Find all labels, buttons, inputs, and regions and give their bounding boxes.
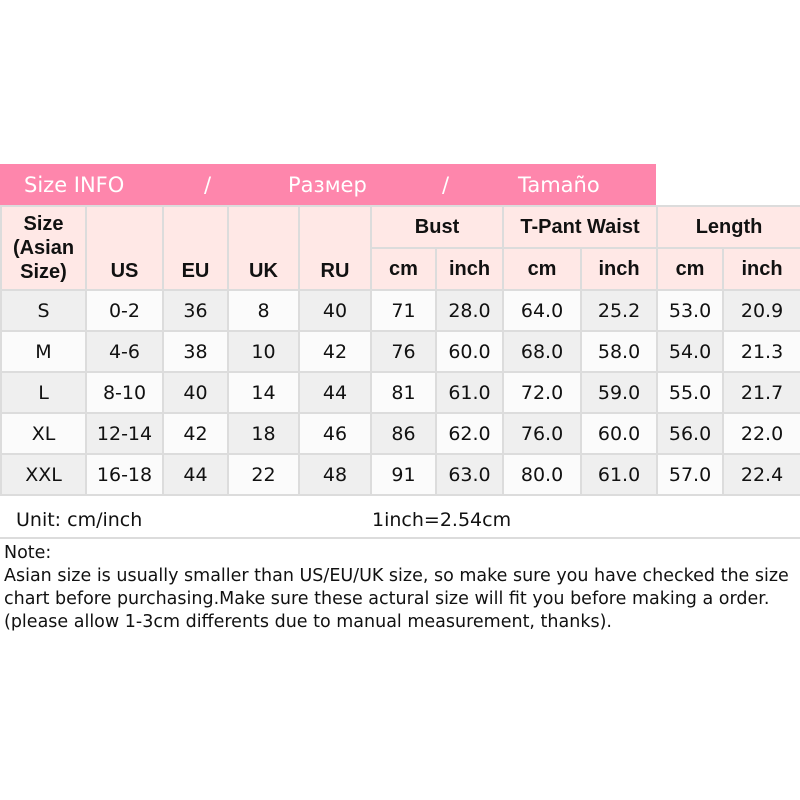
table-cell: 0-2: [85, 289, 164, 332]
table-cell: 36: [162, 289, 229, 332]
header-row: Size (Asian Size) US EU UK RU Bust T-Pan…: [0, 205, 800, 291]
table-cell: M: [0, 330, 87, 373]
table-cell: 81: [370, 371, 437, 414]
table-cell: 80.0: [502, 453, 583, 496]
unit-label: Unit: cm/inch: [16, 509, 143, 531]
table-cell: 44: [298, 371, 372, 414]
table-cell: 61.0: [434, 371, 505, 414]
table-cell: 8: [227, 289, 300, 332]
table-cell: 86: [370, 412, 437, 455]
table-cell: 58.0: [580, 330, 659, 373]
header-us: US: [85, 205, 164, 291]
header-inch: inch: [722, 247, 800, 291]
table-cell: 21.3: [722, 330, 800, 373]
header-cm: cm: [370, 247, 437, 291]
table-cell: 18: [227, 412, 300, 455]
table-cell: 4-6: [85, 330, 164, 373]
table-cell: 22.0: [722, 412, 800, 455]
table-cell: 71: [370, 289, 437, 332]
header-bust: Bust: [369, 205, 505, 249]
table-cell: 8-10: [85, 371, 164, 414]
header-uk: UK: [227, 205, 300, 291]
header-waist: T-Pant Waist: [502, 205, 659, 249]
table-cell: 21.7: [722, 371, 800, 414]
table-cell: 25.2: [580, 289, 659, 332]
table-cell: 42: [298, 330, 372, 373]
table-cell: 60.0: [580, 412, 659, 455]
header-cm: cm: [656, 247, 725, 291]
table-cell: 46: [298, 412, 372, 455]
table-cell: 54.0: [656, 330, 725, 373]
table-cell: 38: [162, 330, 229, 373]
table-cell: 14: [227, 371, 300, 414]
table-cell: 42: [162, 412, 229, 455]
table-cell: 63.0: [434, 453, 505, 496]
note: Note: Asian size is usually smaller than…: [4, 542, 800, 634]
table-cell: 16-18: [85, 453, 164, 496]
table-row: XXL 16-18 44 22 48 91 63.0 80.0 61.0 57.0 22.4: [0, 453, 800, 496]
table-cell: XL: [0, 412, 87, 455]
table-cell: 62.0: [434, 412, 505, 455]
table-cell: 22.4: [722, 453, 800, 496]
table-cell: L: [0, 371, 87, 414]
table-cell: 12-14: [85, 412, 164, 455]
table-row: L 8-10 40 14 44 81 61.0 72.0 59.0 55.0 21.7: [0, 371, 800, 414]
table-cell: 76: [370, 330, 437, 373]
table-cell: 76.0: [502, 412, 583, 455]
header-ru: RU: [298, 205, 372, 291]
table-cell: 56.0: [656, 412, 725, 455]
table-cell: 28.0: [434, 289, 505, 332]
table-cell: 48: [298, 453, 372, 496]
header-cm: cm: [502, 247, 583, 291]
table-cell: XXL: [0, 453, 87, 496]
table-cell: 64.0: [502, 289, 583, 332]
title-en: Size INFO: [24, 173, 125, 197]
table-cell: 72.0: [502, 371, 583, 414]
table-cell: S: [0, 289, 87, 332]
table-row: XL 12-14 42 18 46 86 62.0 76.0 60.0 56.0 22.0: [0, 412, 800, 455]
header-inch: inch: [580, 247, 659, 291]
table-cell: 59.0: [580, 371, 659, 414]
table-cell: 44: [162, 453, 229, 496]
table-cell: 53.0: [656, 289, 725, 332]
subheader-row: cm inch cm inch cm inch: [1, 247, 800, 291]
title-sep-1: /: [204, 173, 212, 197]
header-size: Size (Asian Size): [0, 205, 87, 291]
table-cell: 60.0: [434, 330, 505, 373]
size-table: Size (Asian Size) US EU UK RU Bust T-Pan…: [0, 205, 800, 496]
size-chart-title-bar: Size INFO / Размер / Tamaño: [0, 164, 656, 205]
conversion-label: 1inch=2.54cm: [372, 509, 512, 531]
title-es: Tamaño: [518, 173, 600, 197]
note-label: Note:: [4, 543, 52, 563]
table-cell: 22: [227, 453, 300, 496]
table-row: M 4-6 38 10 42 76 60.0 68.0 58.0 54.0 21.3: [0, 330, 800, 373]
table-row: S 0-2 36 8 40 71 28.0 64.0 25.2 53.0 20.9: [0, 289, 800, 332]
table-cell: 20.9: [722, 289, 800, 332]
table-cell: 61.0: [580, 453, 659, 496]
unit-row: Unit: cm/inch 1inch=2.54cm: [0, 497, 800, 539]
table-cell: 40: [162, 371, 229, 414]
table-cell: 91: [370, 453, 437, 496]
header-inch: inch: [434, 247, 505, 291]
table-cell: 55.0: [656, 371, 725, 414]
title-sep-2: /: [442, 173, 450, 197]
note-text: Asian size is usually smaller than US/EU…: [4, 566, 789, 632]
header-eu: EU: [162, 205, 229, 291]
table-cell: 40: [298, 289, 372, 332]
header-length: Length: [656, 205, 800, 249]
table-cell: 10: [227, 330, 300, 373]
table-cell: 57.0: [656, 453, 725, 496]
title-ru: Размер: [288, 173, 367, 197]
table-cell: 68.0: [502, 330, 583, 373]
